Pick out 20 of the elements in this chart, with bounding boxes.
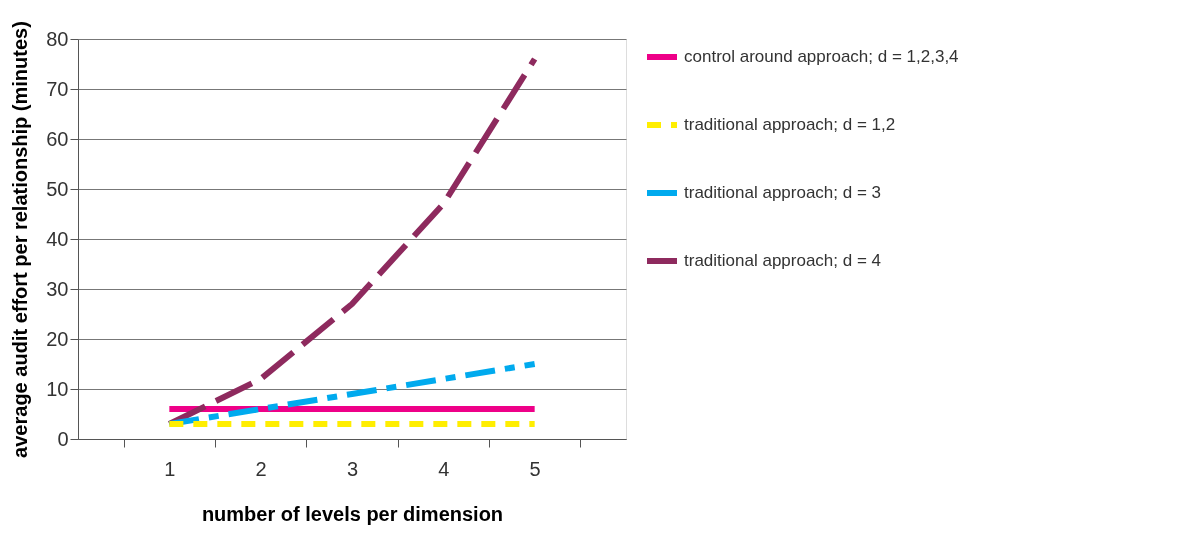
legend-label: control around approach; d = 1,2,3,4 — [684, 47, 959, 66]
x-tick-label: 3 — [346, 457, 359, 480]
y-tick-label: 10 — [46, 377, 69, 400]
y-tick-label: 50 — [46, 177, 69, 200]
y-tick-label: 0 — [57, 427, 69, 450]
y-tick-label: 40 — [46, 227, 69, 250]
y-tick-label: 30 — [46, 277, 69, 300]
x-axis-title: number of levels per dimension — [201, 502, 504, 525]
x-tick-label: 5 — [529, 457, 541, 480]
x-tick-label: 1 — [164, 457, 176, 480]
x-tick-label: 4 — [438, 457, 450, 480]
legend-label: traditional approach; d = 1,2 — [684, 115, 896, 134]
y-tick-label: 60 — [46, 127, 69, 150]
y-tick-label: 80 — [46, 27, 69, 50]
y-axis-title: average audit effort per relationship (minutes) — [9, 21, 32, 458]
y-tick-label: 20 — [46, 327, 69, 350]
x-tick-label: 2 — [255, 457, 267, 480]
legend-label: traditional approach; d = 3 — [684, 183, 882, 202]
legend-label: traditional approach; d = 4 — [684, 251, 882, 270]
y-tick-label: 70 — [46, 77, 69, 100]
